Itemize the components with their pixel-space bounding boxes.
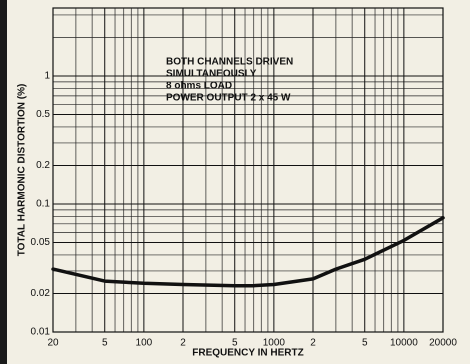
y-axis-label: TOTAL HARMONIC DISTORTION (%) <box>17 84 28 257</box>
line-series <box>51 216 445 288</box>
x-tick-label: 5 <box>102 338 108 349</box>
x-tick-label: 10000 <box>390 338 418 349</box>
x-tick-label: 1000 <box>263 338 286 349</box>
x-tick-label: 20 <box>47 338 59 349</box>
x-tick-label: 5 <box>362 338 368 349</box>
y-tick-label: 0.1 <box>36 199 50 210</box>
annotation: 8 ohms LOAD <box>166 81 232 92</box>
x-tick-label: 5 <box>232 338 238 349</box>
annotation: BOTH CHANNELS DRIVEN <box>166 57 293 68</box>
annotation: POWER OUTPUT 2 x 45 W <box>166 93 291 104</box>
x-tick-label: 2 <box>180 338 186 349</box>
y-tick-label: 0.02 <box>31 288 51 299</box>
x-tick-label: 20000 <box>429 338 457 349</box>
y-tick-label: 1 <box>44 71 50 82</box>
x-tick-label: 2 <box>310 338 316 349</box>
left-edge <box>0 0 7 364</box>
y-tick-label: 0.2 <box>36 160 50 171</box>
y-tick-label: 0.5 <box>36 109 50 120</box>
y-tick-label: 0.05 <box>31 237 51 248</box>
x-tick-label: 100 <box>136 338 153 349</box>
y-tick-label: 0.01 <box>31 327 51 338</box>
x-axis-label: FREQUENCY IN HERTZ <box>192 348 304 359</box>
annotation: SIMULTANEOUSLY <box>166 69 257 80</box>
